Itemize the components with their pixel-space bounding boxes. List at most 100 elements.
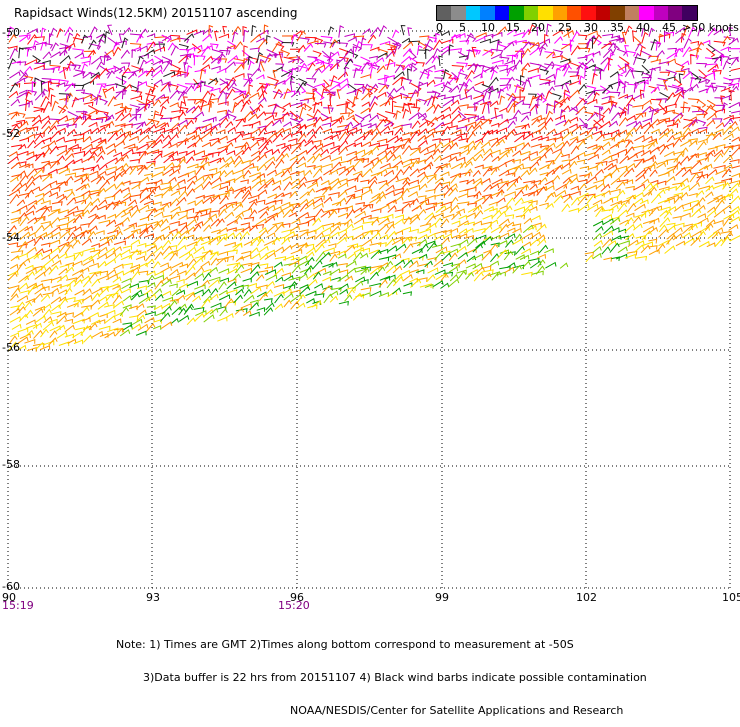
wind-barb [267, 76, 280, 85]
wind-barb [729, 126, 740, 135]
wind-barb [167, 42, 176, 51]
wind-barb [659, 127, 670, 136]
wind-barb [577, 195, 588, 206]
wind-barb [667, 92, 676, 100]
wind-barb [258, 145, 269, 155]
wind-barb [721, 168, 732, 178]
wind-barb [418, 98, 428, 105]
wind-barb [336, 166, 346, 171]
wind-barb [378, 217, 390, 226]
wind-barb [143, 49, 156, 57]
legend-swatch [465, 6, 481, 20]
wind-barb [386, 278, 397, 289]
wind-barb [186, 180, 196, 190]
wind-barb [464, 235, 475, 240]
wind-barb [161, 201, 172, 207]
wind-barb [193, 224, 202, 232]
wind-barb [515, 245, 525, 255]
wind-barb [392, 287, 402, 295]
wind-barb [122, 324, 133, 331]
wind-barb [368, 101, 378, 113]
wind-barb [80, 223, 90, 228]
wind-barb [250, 67, 262, 77]
wind-barb [328, 51, 335, 65]
wind-barb [202, 272, 212, 281]
wind-barb [568, 137, 579, 147]
wind-barb-field [7, 23, 740, 352]
wind-barb [635, 174, 646, 182]
wind-barb [273, 267, 285, 277]
wind-barb [473, 190, 482, 198]
wind-barb [299, 191, 310, 200]
wind-barb [8, 242, 19, 247]
wind-barb [443, 233, 453, 239]
wind-barb [249, 264, 261, 275]
wind-barb [408, 40, 421, 46]
wind-barb [360, 73, 372, 79]
wind-barb [273, 117, 284, 122]
wind-barb [330, 208, 340, 213]
wind-barb [712, 69, 722, 75]
wind-barb [113, 151, 123, 157]
wind-barb [539, 42, 548, 50]
wind-barb [139, 28, 148, 37]
wind-barb [185, 253, 194, 261]
wind-barb [488, 201, 498, 207]
wind-barb [80, 182, 91, 191]
wind-barb [392, 236, 404, 241]
wind-barb [43, 340, 55, 346]
wind-barb [490, 253, 500, 263]
lat-tick-label: -60 [2, 580, 20, 593]
wind-barb [482, 214, 493, 220]
wind-barb [288, 233, 299, 239]
wind-barb [251, 252, 261, 260]
wind-barb [688, 140, 698, 147]
wind-barb [441, 38, 454, 44]
wind-barb [570, 155, 580, 162]
wind-barb [337, 83, 350, 92]
wind-barb [66, 60, 75, 72]
wind-barb [163, 161, 175, 172]
wind-barb [118, 33, 124, 43]
wind-barb [98, 296, 108, 302]
wind-barb [290, 90, 301, 98]
wind-barb [450, 99, 460, 106]
wind-barb [504, 59, 516, 65]
wind-barb [281, 42, 295, 47]
wind-barb [696, 62, 708, 68]
wind-barb [337, 212, 349, 218]
wind-barb [225, 313, 234, 319]
wind-barb [106, 83, 118, 88]
wind-barb [432, 90, 441, 98]
wind-barb [177, 137, 189, 147]
wind-barb [626, 250, 638, 256]
wind-barb [673, 137, 683, 147]
wind-barb [146, 207, 158, 219]
wind-barb [296, 293, 306, 303]
wind-barb [7, 272, 18, 281]
wind-barb [143, 224, 154, 232]
wind-barb [56, 127, 66, 134]
wind-barb [513, 163, 524, 170]
wind-barb [329, 51, 340, 59]
wind-barb [39, 115, 51, 123]
wind-barb [56, 223, 69, 228]
wind-barb [690, 53, 695, 65]
wind-barb [519, 89, 525, 101]
wind-barb [130, 270, 141, 281]
wind-barb [64, 159, 76, 168]
wind-barb [434, 217, 443, 225]
wind-barb [353, 142, 363, 147]
wind-barb [376, 112, 389, 122]
wind-barb [490, 242, 500, 248]
wind-barb [451, 65, 465, 71]
wind-barb [40, 27, 47, 38]
wind-barb [432, 148, 441, 156]
wind-barb [499, 148, 510, 156]
wind-barb [42, 321, 55, 331]
wind-barb [240, 254, 252, 260]
wind-barb [264, 148, 274, 154]
wind-barb [546, 51, 556, 59]
wind-barb [491, 270, 502, 281]
wind-barb [95, 94, 102, 105]
